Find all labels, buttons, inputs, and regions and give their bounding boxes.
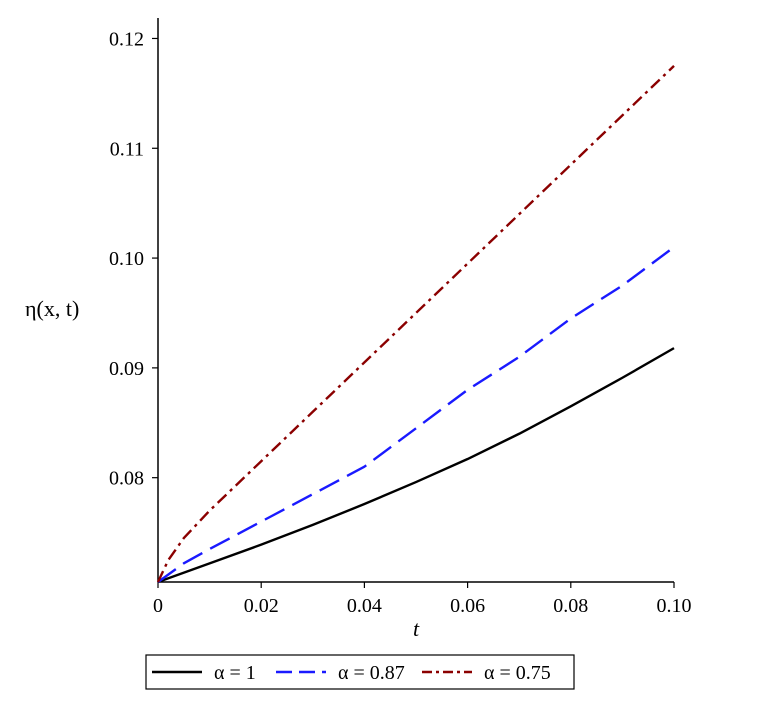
legend-label-2: α = 0.87 xyxy=(338,662,405,684)
x-tick-label: 0.06 xyxy=(450,595,485,617)
legend-label-3: α = 0.75 xyxy=(484,662,551,684)
axis-labels: η(x, t) t xyxy=(25,296,420,641)
y-tick-label: 0.08 xyxy=(109,468,144,490)
y-tick-label: 0.12 xyxy=(109,28,144,50)
x-tick-label: 0.02 xyxy=(244,595,279,617)
x-tick-label: 0.10 xyxy=(657,595,692,617)
y-tick-label: 0.10 xyxy=(109,248,144,270)
y-tick-label: 0.11 xyxy=(110,138,144,160)
y-axis-label: η(x, t) xyxy=(25,296,79,321)
series-layer xyxy=(156,65,675,584)
y-tick-label: 0.09 xyxy=(109,358,144,380)
x-tick-label: 0.08 xyxy=(553,595,588,617)
series-line-1 xyxy=(157,347,675,584)
x-axis-label: t xyxy=(413,616,420,641)
x-tick-label: 0.04 xyxy=(347,595,382,617)
series-line-3 xyxy=(156,65,675,583)
legend-box xyxy=(145,654,575,690)
legend-label-1: α = 1 xyxy=(214,662,256,684)
legend: α = 1 α = 0.87 α = 0.75 xyxy=(145,654,575,690)
series-line-2 xyxy=(157,246,675,583)
x-tick-label: 0 xyxy=(153,595,163,617)
axes: 0 0.02 0.04 0.06 0.08 0.10 0.08 0.09 0.10 0.11 0.1… xyxy=(109,18,692,617)
